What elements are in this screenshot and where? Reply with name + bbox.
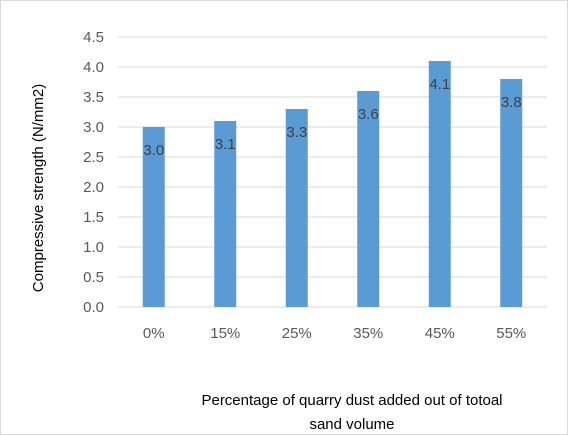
x-tick-label: 55% — [496, 325, 526, 342]
bar — [357, 91, 380, 307]
y-tick-label: 0.5 — [83, 269, 104, 286]
y-axis-title: Compressive strength (N/mm2) — [30, 84, 47, 292]
y-tick-label: 2.0 — [83, 179, 104, 196]
y-tick-label: 4.5 — [83, 29, 104, 46]
bar — [285, 109, 308, 307]
y-tick-labels: 0.0 0.5 1.0 1.5 2.0 2.5 3.0 3.5 4.0 4.5 — [83, 29, 104, 316]
bar — [214, 121, 237, 307]
y-tick-label: 3.0 — [83, 119, 104, 136]
y-tick-label: 3.5 — [83, 89, 104, 106]
bar — [142, 127, 165, 307]
x-tick-label: 0% — [143, 325, 165, 342]
x-tick-labels: 0% 15% 25% 35% 45% 55% — [143, 325, 526, 342]
data-label: 3.6 — [358, 106, 379, 123]
y-tick-label: 1.0 — [83, 239, 104, 256]
x-axis-title-line1: Percentage of quarry dust added out of t… — [201, 392, 502, 409]
x-tick-label: 45% — [425, 325, 455, 342]
bar — [428, 61, 451, 307]
y-tick-label: 1.5 — [83, 209, 104, 226]
x-tick-label: 35% — [353, 325, 383, 342]
x-tick-label: 15% — [210, 325, 240, 342]
x-axis-title-line2: sand volume — [309, 416, 394, 433]
bar — [500, 79, 523, 307]
data-label: 3.8 — [501, 94, 522, 111]
y-tick-label: 4.0 — [83, 59, 104, 76]
bar-series — [142, 61, 523, 307]
data-label: 3.1 — [215, 136, 236, 153]
gridlines — [118, 36, 547, 308]
data-label: 4.1 — [429, 76, 450, 93]
x-tick-label: 25% — [282, 325, 312, 342]
data-labels: 3.0 3.1 3.3 3.6 4.1 3.8 — [143, 76, 521, 159]
y-tick-label: 2.5 — [83, 149, 104, 166]
y-tick-label: 0.0 — [83, 299, 104, 316]
data-label: 3.3 — [286, 124, 307, 141]
data-label: 3.0 — [143, 142, 164, 159]
